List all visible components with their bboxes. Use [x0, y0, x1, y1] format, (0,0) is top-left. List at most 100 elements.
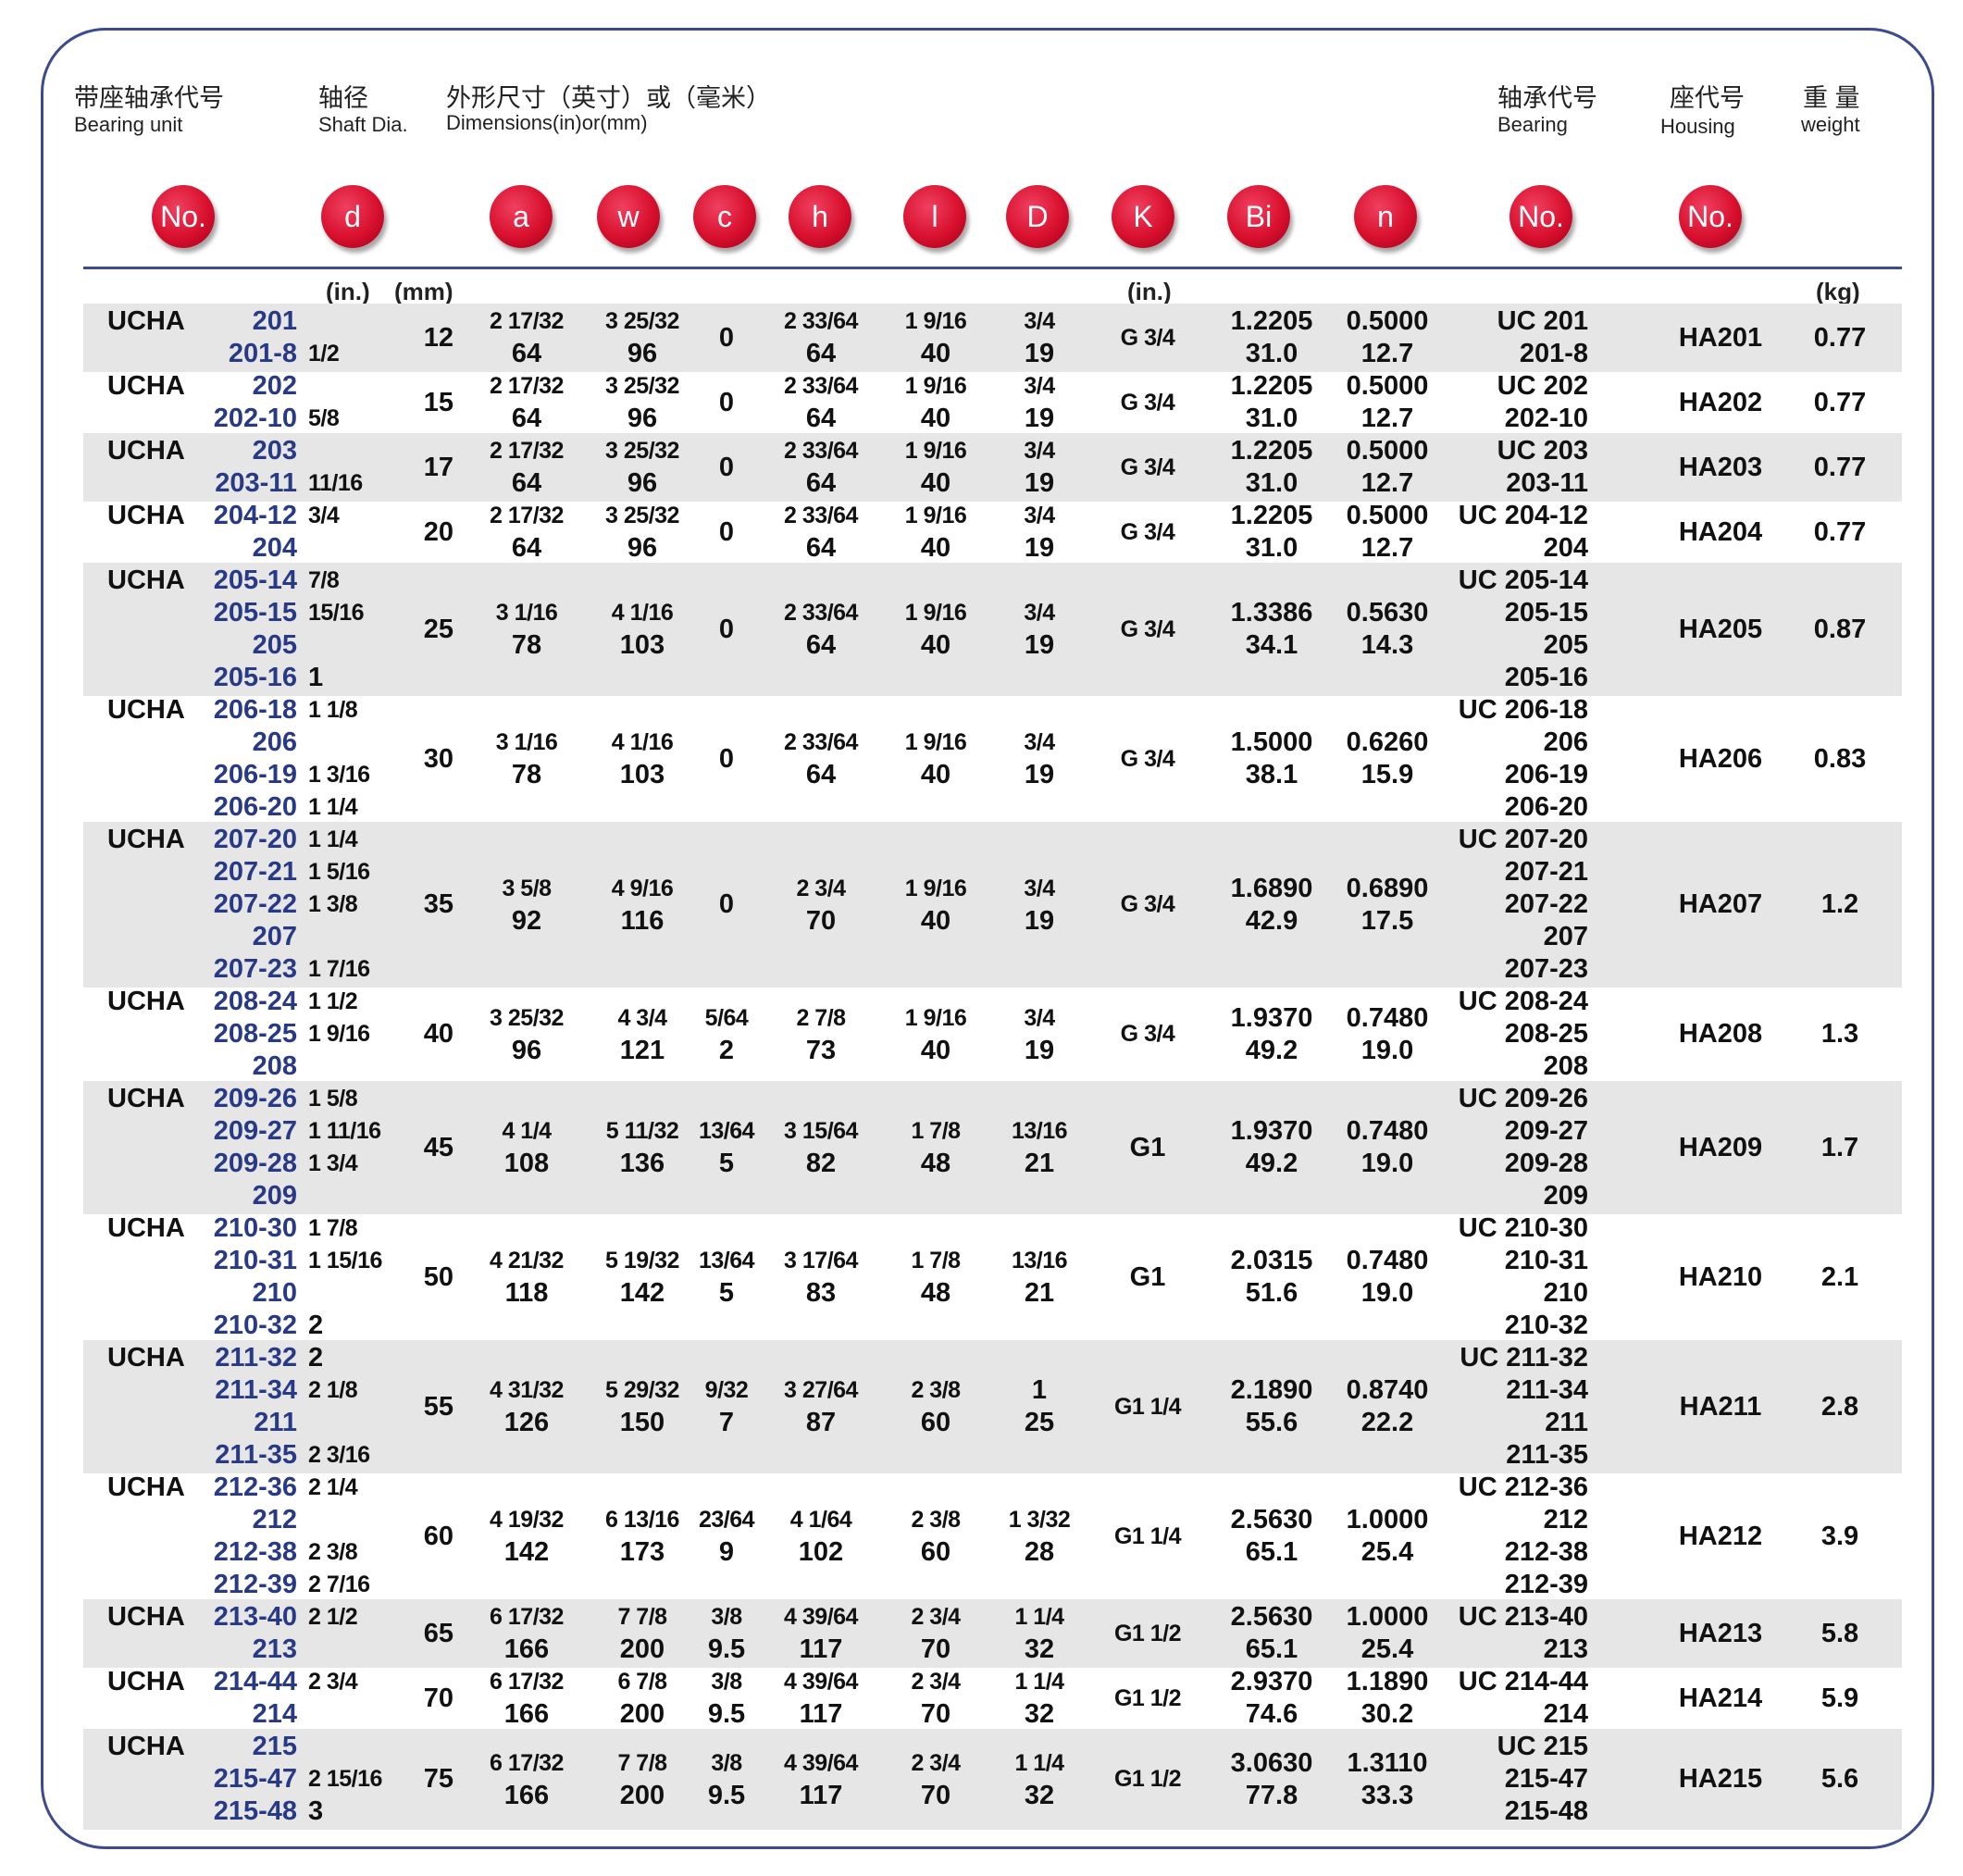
- dim-l-in: 2 3/8: [911, 1377, 961, 1403]
- dim-a-in: 4 1/4: [502, 1118, 552, 1144]
- bearing-code: 205-16: [1504, 663, 1588, 692]
- dim-c-in: 3/8: [711, 1749, 742, 1776]
- shaft-mm: 25: [423, 614, 453, 644]
- dim-Bi: 49.2: [1245, 1149, 1298, 1178]
- dim-h-in: 2 3/4: [796, 875, 846, 901]
- symbol-ball-4: c: [693, 185, 756, 248]
- unit-code: 212-36: [213, 1472, 297, 1502]
- dim-a-mm: 118: [504, 1278, 549, 1308]
- dim-w-mm: 142: [619, 1278, 665, 1308]
- unit-prefix: UCHA: [107, 1667, 185, 1696]
- dim-D-mm: 25: [1024, 1408, 1055, 1437]
- unit-code: 203: [252, 436, 297, 466]
- unit-code: 213: [252, 1634, 297, 1664]
- symbol-ball-11: No.: [1510, 185, 1572, 248]
- dim-l-mm: 60: [920, 1537, 951, 1567]
- housing-code: HA203: [1678, 452, 1763, 482]
- shaft-mm: 40: [423, 1019, 453, 1049]
- housing-code: HA209: [1678, 1132, 1763, 1162]
- unit-code: 206-20: [213, 792, 297, 822]
- bearing-code: 212-39: [1504, 1570, 1588, 1599]
- dim-h-in: 2 33/64: [784, 308, 858, 334]
- bearing-code: 209-28: [1504, 1149, 1588, 1178]
- shaft-inch: 7/8: [308, 567, 340, 593]
- dim-l-mm: 40: [920, 533, 951, 563]
- shaft-inch: 1 3/8: [308, 891, 358, 917]
- unit-code: 207: [252, 922, 297, 951]
- unit-code: 206: [252, 727, 297, 757]
- dim-Bi: 31.0: [1245, 533, 1298, 563]
- unit-code: 205-16: [213, 663, 297, 692]
- dim-D-mm: 19: [1024, 905, 1055, 936]
- dim-n: 1.1890: [1346, 1667, 1429, 1696]
- dim-Bi: 1.2205: [1230, 306, 1313, 336]
- bearing-code: 215-47: [1504, 1764, 1588, 1794]
- dim-a-in: 4 19/32: [490, 1507, 564, 1533]
- shaft-inch: 2: [308, 1343, 324, 1373]
- shaft-mm: 30: [423, 743, 453, 774]
- dim-Bi: 1.9370: [1230, 1002, 1313, 1033]
- dim-h-in: 2 33/64: [784, 373, 858, 399]
- housing-code: HA207: [1678, 889, 1763, 919]
- bearing-code: UC 209-26: [1458, 1084, 1588, 1113]
- housing-code: HA211: [1679, 1391, 1762, 1422]
- row-band: [83, 433, 1902, 502]
- shaft-mm: 17: [423, 452, 453, 482]
- unit-prefix: UCHA: [107, 825, 185, 854]
- dim-l-mm: 40: [920, 404, 951, 433]
- dim-h-mm: 64: [805, 760, 837, 789]
- dim-Bi: 1.6890: [1230, 873, 1313, 903]
- weight-value: 0.83: [1813, 743, 1867, 774]
- dim-a-in: 3 1/16: [495, 600, 558, 626]
- unit-code: 210-30: [213, 1213, 297, 1243]
- dim-D-in: 13/16: [1011, 1118, 1068, 1144]
- housing-code: HA208: [1678, 1019, 1763, 1049]
- weight-value: 1.7: [1820, 1132, 1859, 1162]
- bearing-code: 207-22: [1504, 889, 1588, 919]
- dim-c: 0: [718, 387, 735, 417]
- dim-K: G 3/4: [1120, 453, 1175, 480]
- unit-code: 211-35: [215, 1440, 297, 1470]
- unit-code: 208-25: [213, 1019, 297, 1049]
- symbol-ball-3: w: [597, 185, 660, 248]
- row-band: [83, 822, 1902, 988]
- shaft-inch: 1 7/8: [308, 1215, 358, 1241]
- symbol-ball-10: n: [1354, 185, 1417, 248]
- bearing-code: 206-20: [1504, 792, 1588, 822]
- bearing-code: UC 211-32: [1460, 1343, 1588, 1373]
- dim-h-mm: 83: [805, 1278, 837, 1308]
- dim-D-mm: 32: [1024, 1634, 1055, 1664]
- unit-code: 208-24: [213, 987, 297, 1016]
- unit-code: 207-21: [213, 857, 297, 887]
- symbol-ball-6: l: [903, 185, 966, 248]
- dim-a-mm: 142: [503, 1537, 550, 1567]
- dim-Bi: 34.1: [1245, 630, 1298, 660]
- dim-h-in: 3 17/64: [784, 1248, 858, 1273]
- dim-c-mm: 9: [718, 1537, 735, 1567]
- dim-Bi: 1.5000: [1230, 727, 1313, 757]
- weight-value: 5.9: [1820, 1683, 1859, 1713]
- row-band: [83, 1340, 1902, 1473]
- unit-code: 209-26: [213, 1084, 297, 1113]
- dim-K: G1 1/2: [1113, 1684, 1182, 1711]
- dim-h-in: 2 33/64: [784, 729, 858, 755]
- dim-Bi: 31.0: [1245, 339, 1298, 368]
- dim-c-mm: 7: [718, 1408, 735, 1437]
- dim-Bi: 38.1: [1245, 760, 1298, 789]
- dim-h-mm: 64: [805, 468, 837, 498]
- dim-c-mm: 9.5: [707, 1699, 746, 1729]
- header-unit-cn: 带座轴承代号: [74, 84, 224, 112]
- dim-a-mm: 166: [503, 1634, 550, 1664]
- dim-D-in: 1 1/4: [1014, 1604, 1064, 1630]
- shaft-mm: 55: [423, 1391, 453, 1422]
- housing-code: HA215: [1678, 1764, 1763, 1794]
- weight-value: 2.8: [1820, 1391, 1859, 1422]
- unit-code: 209-27: [213, 1116, 297, 1146]
- unit-prefix: UCHA: [107, 695, 185, 725]
- dim-n: 12.7: [1360, 339, 1414, 368]
- bearing-code: 213: [1543, 1634, 1588, 1664]
- dim-l-in: 1 7/8: [911, 1248, 961, 1273]
- dim-a-in: 4 31/32: [490, 1377, 564, 1403]
- dim-h-mm: 64: [805, 533, 837, 563]
- dim-w-in: 6 13/16: [605, 1507, 679, 1533]
